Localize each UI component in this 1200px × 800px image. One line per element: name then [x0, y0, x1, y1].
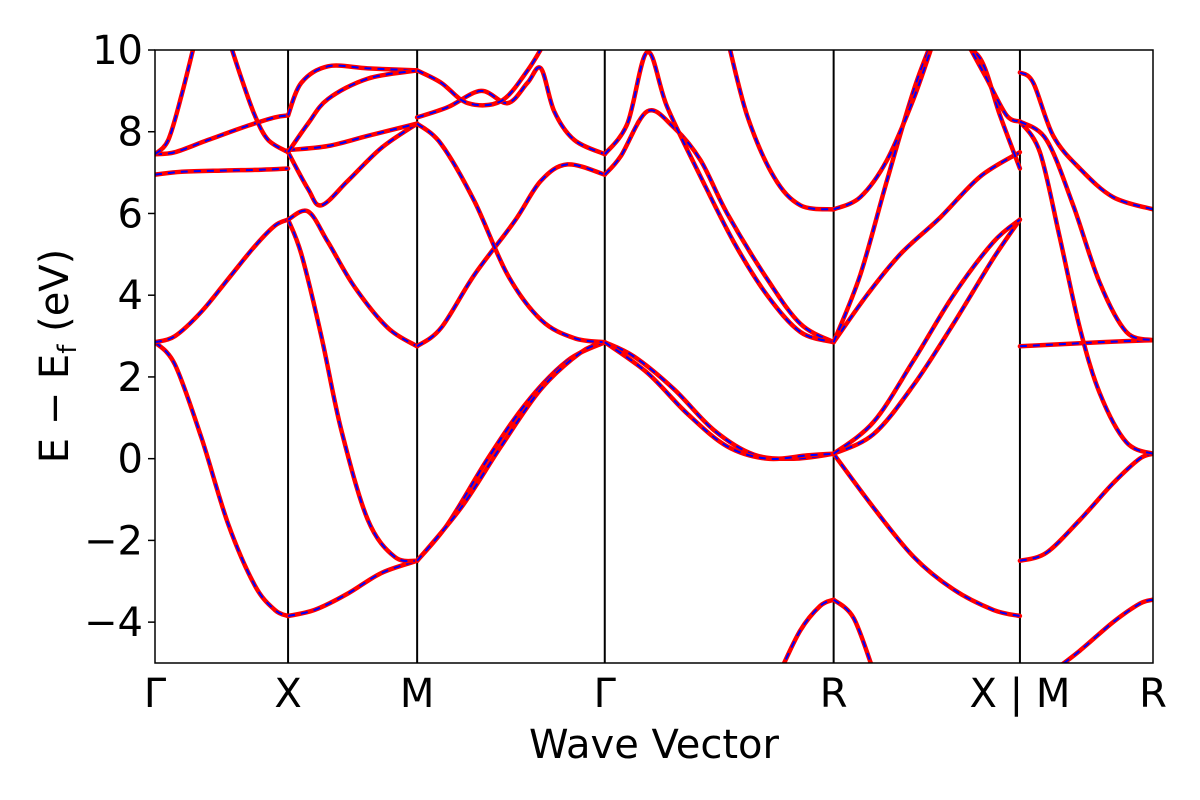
band-blue-25 [832, 598, 872, 663]
band-blue-1 [155, 218, 289, 344]
band-red-29 [831, 149, 1023, 345]
y-tick-label-2: 0 [118, 437, 143, 483]
band-red-36 [1017, 119, 1153, 457]
band-blue-9 [287, 122, 418, 207]
x-tick-label-2: M [400, 671, 435, 717]
y-axis-label-main: E − E [32, 354, 78, 464]
band-red-7 [285, 217, 420, 564]
band-red-4 [155, 50, 196, 157]
band-blue-16 [416, 122, 605, 344]
bands [155, 50, 1153, 663]
band-blue-31 [833, 50, 932, 211]
band-red-26 [831, 451, 1023, 619]
x-tick-label-6: R [1139, 671, 1167, 717]
band-red-39 [1060, 597, 1153, 663]
band-blue-29 [832, 151, 1021, 343]
band-blue-2 [155, 167, 289, 176]
band-blue-24 [783, 598, 835, 663]
band-red-0 [155, 339, 291, 619]
band-red-17 [414, 65, 608, 157]
band-blue-30 [832, 50, 930, 343]
band-blue-18 [416, 50, 542, 107]
y-tick-label-3: 2 [118, 355, 143, 401]
y-ticks: −4 −2 0 2 4 6 8 10 [84, 28, 155, 646]
band-blue-0 [155, 341, 289, 617]
y-tick-label-0: −4 [84, 600, 143, 646]
band-red-21 [602, 108, 836, 345]
band-red-24 [781, 597, 836, 663]
band-red-15 [414, 162, 608, 349]
band-blue-23 [729, 50, 834, 211]
band-red-6 [285, 558, 420, 619]
x-tick-label-5: X | M [970, 671, 1071, 717]
band-blue-17 [416, 66, 606, 156]
band-red-31 [831, 50, 934, 212]
y-axis-label-sub: f [53, 344, 83, 354]
y-tick-label-6: 8 [118, 110, 143, 156]
band-blue-27 [833, 219, 1021, 455]
band-blue-8 [287, 209, 418, 348]
band-blue-37 [1019, 120, 1153, 342]
band-red-25 [831, 597, 874, 663]
y-axis-label: E − Ef (eV) [32, 249, 83, 464]
band-blue-10 [287, 122, 418, 152]
y-axis-label-unit: (eV) [32, 249, 78, 345]
band-blue-15 [416, 163, 606, 348]
y-tick-label-5: 6 [118, 191, 143, 237]
band-blue-36 [1019, 120, 1153, 455]
band-blue-14 [416, 341, 606, 562]
band-blue-32 [970, 50, 1021, 169]
band-blue-38 [1019, 71, 1153, 211]
x-axis-label: Wave Vector [529, 722, 780, 768]
y-tick-label-7: 10 [92, 28, 143, 74]
band-red-35 [1017, 451, 1153, 564]
band-blue-22 [603, 51, 834, 344]
band-red-1 [155, 217, 291, 345]
band-blue-7 [287, 219, 418, 563]
band-blue-12 [287, 69, 418, 153]
band-red-18 [414, 50, 544, 108]
x-tick-label-0: Γ [144, 671, 167, 717]
band-blue-19 [604, 341, 834, 460]
x-tick-label-1: X [274, 671, 301, 717]
band-red-28 [831, 217, 1023, 457]
band-red-38 [1017, 70, 1153, 212]
band-red-16 [414, 121, 608, 345]
band-blue-4 [155, 50, 194, 155]
band-blue-6 [287, 559, 418, 617]
plot-frame [154, 49, 1154, 664]
x-tick-label-3: Γ [594, 671, 617, 717]
band-blue-21 [604, 109, 835, 344]
y-tick-label-4: 4 [118, 273, 143, 319]
band-blue-5 [231, 50, 289, 154]
kpoint-lines [287, 50, 1021, 663]
band-blue-33 [969, 50, 1021, 123]
band-red-32 [967, 50, 1023, 171]
band-blue-26 [832, 453, 1021, 617]
x-ticks: Γ X M Γ R X | M R [144, 671, 1167, 717]
band-blue-3 [155, 114, 289, 156]
band-blue-11 [287, 64, 418, 116]
x-tick-label-4: R [820, 671, 848, 717]
band-red-33 [968, 50, 1023, 124]
band-blue-34 [1019, 339, 1153, 348]
band-red-23 [727, 50, 836, 212]
band-red-5 [229, 50, 291, 155]
y-tick-label-1: −2 [84, 518, 143, 564]
band-blue-20 [604, 341, 834, 461]
band-blue-35 [1019, 452, 1153, 562]
band-red-9 [285, 121, 420, 208]
band-blue-39 [1062, 598, 1153, 663]
